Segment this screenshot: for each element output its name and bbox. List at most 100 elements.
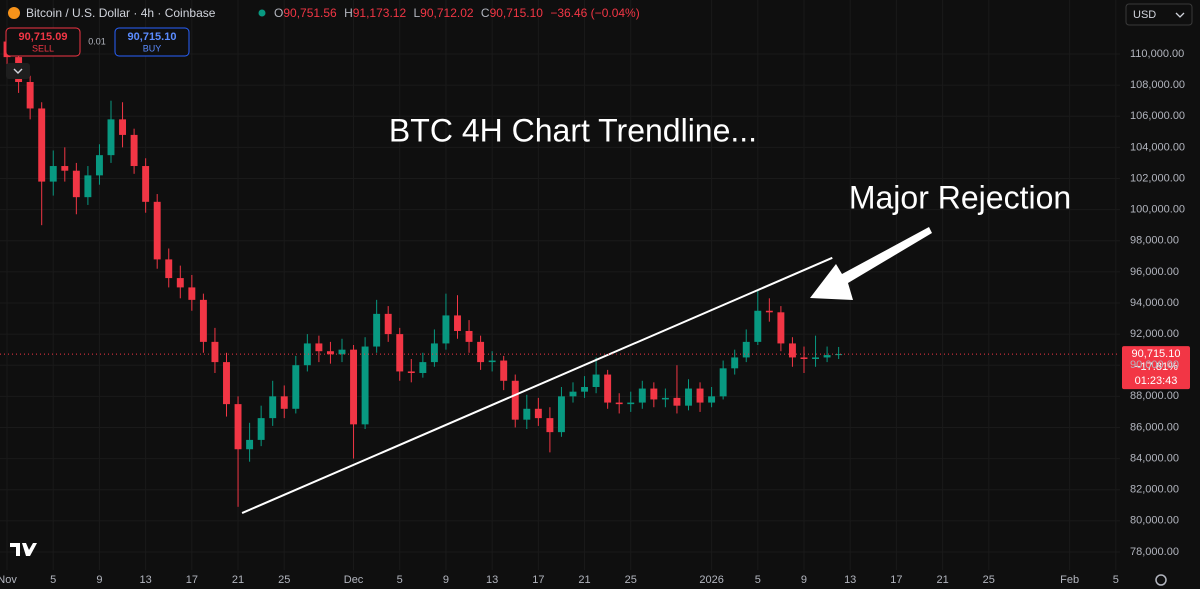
candle-body: [430, 343, 438, 363]
currency: USD: [1133, 9, 1156, 21]
candle-body: [188, 287, 196, 300]
candle-body: [211, 341, 219, 363]
y-tick-label: 102,000.00: [1130, 172, 1185, 184]
y-tick-label: 108,000.00: [1130, 79, 1185, 91]
x-tick-label: 21: [936, 574, 948, 586]
candle-body: [650, 388, 658, 400]
candle-body: [176, 278, 184, 288]
candle-body: [685, 388, 692, 406]
candle-body: [534, 408, 542, 419]
candle-body: [26, 82, 34, 109]
y-tick-label: 94,000.00: [1130, 297, 1179, 309]
candle-body: [638, 388, 646, 403]
candle-body: [384, 313, 392, 335]
x-tick-label: 21: [232, 574, 244, 586]
y-tick-label: 110,000.00: [1130, 48, 1184, 60]
x-tick-label: 25: [625, 574, 637, 586]
candle-body: [754, 310, 762, 342]
candle-body: [269, 396, 277, 419]
ohlc-value: 90,715.10: [490, 6, 544, 20]
candle-body: [465, 330, 473, 342]
annotation: Major Rejection: [849, 179, 1071, 215]
sell-price: 90,715.09: [19, 31, 68, 43]
ohlc-value: 90,751.56: [283, 6, 337, 20]
ohlc-label: L: [413, 6, 420, 20]
candle-body: [454, 315, 461, 331]
candle-body: [581, 387, 589, 392]
candle-body: [49, 166, 57, 182]
y-tick-label: 106,000.00: [1130, 110, 1185, 122]
rejection-arrow: [810, 227, 932, 300]
buy-label: BUY: [143, 43, 162, 53]
candle-body: [153, 201, 161, 260]
buy-button[interactable]: [114, 27, 190, 57]
candle-body: [315, 343, 323, 352]
y-tick-label: 104,000.00: [1130, 141, 1185, 153]
x-tick-label: 17: [532, 574, 544, 586]
candle-body: [119, 119, 127, 135]
candle-body: [84, 175, 92, 198]
ohlc-legend: O90,751.56 H91,173.12 L90,712.02 C90,715…: [274, 6, 640, 20]
candle-body: [488, 360, 496, 363]
candle-body: [72, 170, 80, 198]
candle-body: [511, 380, 519, 420]
y-tick-label: 100,000.00: [1130, 204, 1185, 216]
y-tick-label: 80,000.00: [1130, 515, 1179, 527]
x-tick-label: 21: [578, 574, 590, 586]
x-tick-label: Nov: [0, 574, 17, 586]
collapse-button[interactable]: [6, 63, 30, 79]
y-tick-label: 98,000.00: [1130, 235, 1179, 247]
x-tick-label: Feb: [1060, 574, 1079, 586]
y-tick-label: 92,000.00: [1130, 328, 1179, 340]
plot: [0, 35, 1120, 514]
sell-label: SELL: [32, 43, 54, 53]
chevron: [1175, 12, 1185, 18]
chart-title: BTC 4H Chart Trendline...: [389, 112, 757, 148]
candle-body: [696, 388, 704, 403]
ohlc-label: O: [274, 6, 283, 20]
candle-body: [569, 391, 577, 397]
candle-body: [373, 313, 381, 347]
candle-body: [396, 334, 404, 372]
ohlc-value: 91,173.12: [353, 6, 407, 20]
x-tick-label: 13: [486, 574, 498, 586]
settings-icon[interactable]: [1155, 574, 1167, 586]
price-label: 90,715.10−17.81% 01:23:43: [1122, 346, 1190, 390]
y-tick-label: 82,000.00: [1130, 484, 1179, 496]
candle-body: [627, 402, 635, 405]
candle-body: [546, 418, 554, 433]
candle-body: [130, 134, 138, 167]
x-tick-label: 5: [50, 574, 56, 586]
x-tick-label: Dec: [344, 574, 364, 586]
y-tick-label: 78,000.00: [1130, 546, 1179, 558]
y-tick-label: 88,000.00: [1130, 390, 1179, 402]
chevron: [13, 68, 23, 74]
candle-body: [61, 166, 69, 171]
candle-body: [765, 310, 773, 313]
x-tick-label: 17: [186, 574, 198, 586]
tv-logo: [10, 543, 37, 556]
ohlc-value: 90,712.02: [420, 6, 474, 20]
candle-body: [777, 312, 785, 344]
currency-select[interactable]: [1125, 3, 1193, 26]
x-tick-label: 17: [890, 574, 902, 586]
candle-body: [742, 341, 750, 358]
candle-body: [708, 396, 716, 403]
y-tick-label: 84,000.00: [1130, 452, 1179, 464]
candle-body: [107, 119, 115, 156]
x-tick-label: 5: [1113, 574, 1119, 586]
candle-body: [142, 166, 150, 202]
x-tick-label: 5: [397, 574, 403, 586]
candle-body: [361, 346, 369, 425]
ohlc-label: C: [481, 6, 490, 20]
candle-body: [800, 357, 808, 359]
candle-body: [257, 418, 265, 440]
y-tick-label: 90,000.00: [1130, 359, 1179, 371]
symbol-title: Bitcoin / U.S. Dollar · 4h · Coinbase: [26, 6, 216, 20]
candle-body: [38, 108, 46, 182]
sell-button[interactable]: [5, 27, 81, 57]
candle-body: [303, 343, 311, 366]
candle-body: [234, 404, 242, 450]
candle-body: [338, 349, 346, 355]
